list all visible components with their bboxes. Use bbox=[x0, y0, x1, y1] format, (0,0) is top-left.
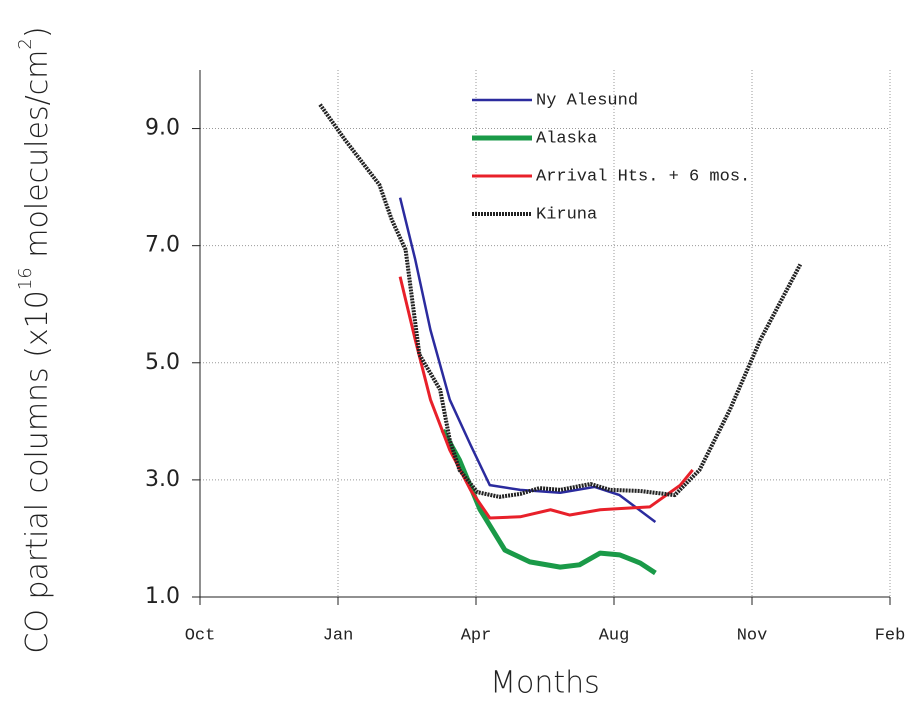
y-tick-label: 5.0 bbox=[145, 350, 180, 375]
y-axis-title-sup: 2 bbox=[15, 38, 36, 49]
x-tick-label: Apr bbox=[461, 626, 492, 645]
y-tick-label: 1.0 bbox=[145, 584, 180, 609]
series-line bbox=[398, 276, 694, 520]
y-axis-title-part: ) bbox=[20, 26, 55, 38]
x-tick-label: Jan bbox=[323, 626, 354, 645]
y-axis-title-part: molecules/cm bbox=[20, 50, 55, 268]
x-axis-title: Months bbox=[490, 666, 600, 701]
y-axis-title-sup: 16 bbox=[15, 267, 36, 290]
y-axis-title: CO partial columns (x1016 molecules/cm2) bbox=[15, 26, 55, 653]
legend-label: Alaska bbox=[536, 129, 597, 148]
y-tick-label: 3.0 bbox=[145, 467, 180, 492]
y-tick-label: 9.0 bbox=[145, 116, 180, 141]
x-tick-label: Aug bbox=[599, 626, 630, 645]
legend-label: Ny Alesund bbox=[536, 91, 638, 110]
x-tick-label: Nov bbox=[737, 626, 768, 645]
x-tick-label: Feb bbox=[875, 626, 906, 645]
x-tick-label: Oct bbox=[185, 626, 216, 645]
y-tick-label: 7.0 bbox=[145, 233, 180, 258]
series-line bbox=[398, 197, 657, 524]
legend-label: Arrival Hts. + 6 mos. bbox=[536, 167, 750, 186]
y-axis-title-part: CO partial columns (x10 bbox=[20, 290, 55, 653]
legend-label: Kiruna bbox=[536, 205, 597, 224]
series-line bbox=[318, 103, 803, 499]
